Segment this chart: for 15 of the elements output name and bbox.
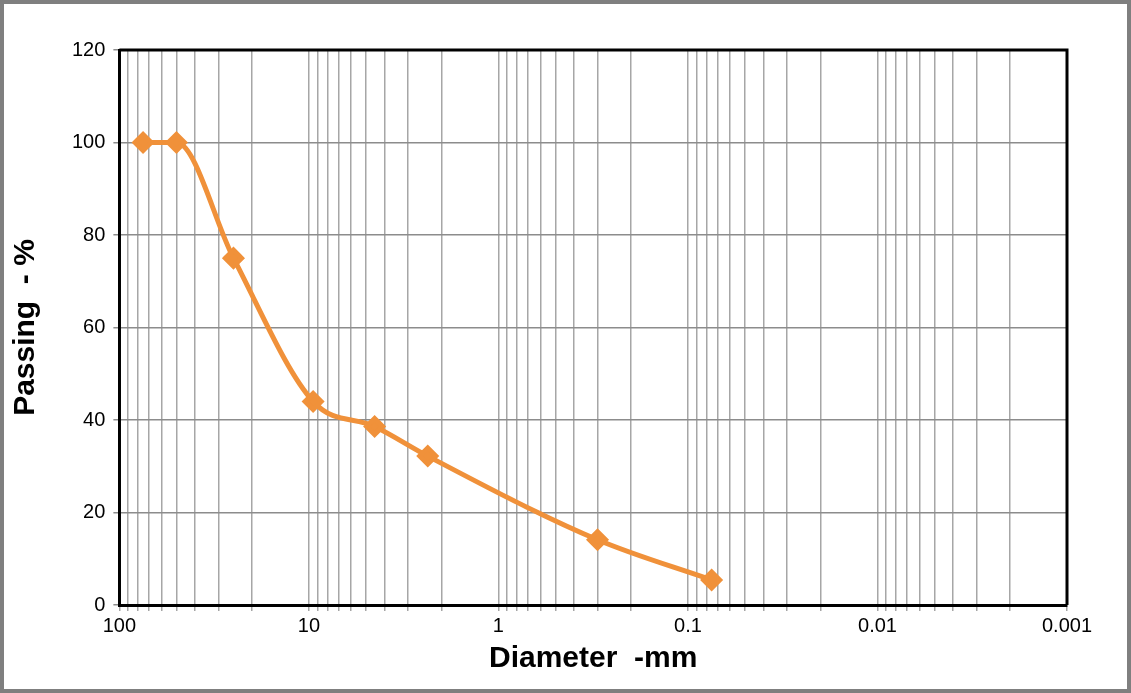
y-tick-label: 80 [83, 222, 106, 245]
y-axis-title: Passing - % [7, 239, 41, 416]
x-tick-label: 100 [102, 613, 137, 636]
y-tick-label: 100 [71, 130, 106, 153]
y-tick-label: 0 [94, 592, 106, 615]
x-tick-label: 0.001 [1041, 613, 1093, 636]
x-tick-label: 0.1 [674, 613, 702, 636]
x-tick-label: 1 [492, 613, 504, 636]
y-tick-label: 120 [71, 37, 106, 60]
x-axis-title: Diameter -mm [488, 640, 698, 674]
y-tick-label: 60 [83, 315, 106, 338]
x-tick-label: 0.01 [858, 613, 897, 636]
y-tick-label: 40 [83, 407, 106, 430]
x-tick-label: 10 [297, 613, 321, 636]
y-tick-label: 20 [83, 500, 106, 523]
